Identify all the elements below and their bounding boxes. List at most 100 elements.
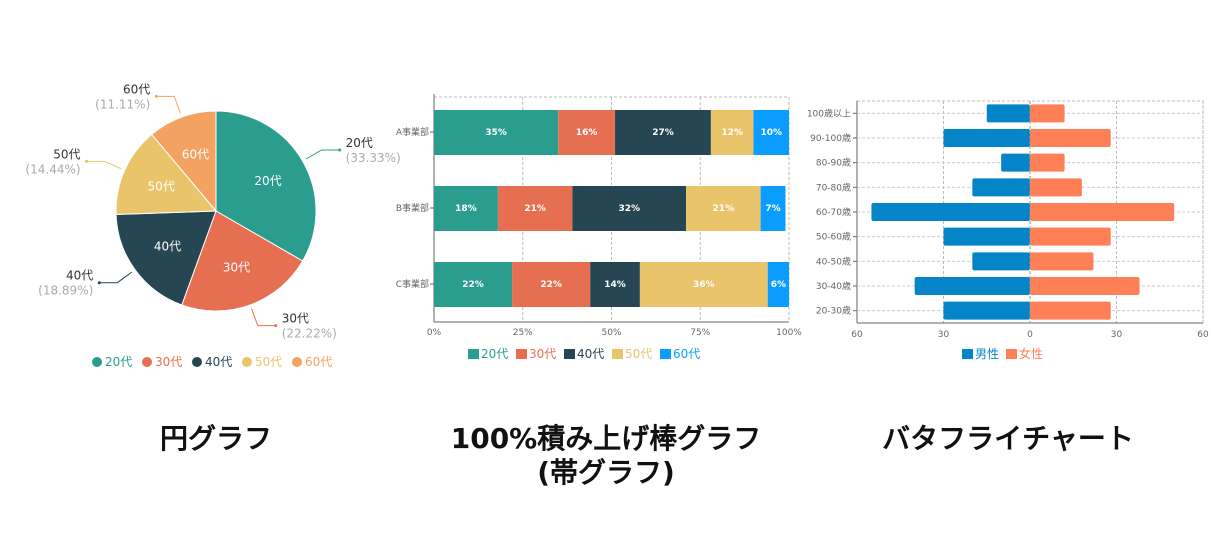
bar-male [943,227,1030,246]
data-label: 12% [721,128,743,138]
bar-segment [434,186,498,231]
outer-percent: (18.89%) [38,284,93,298]
bar-segment [590,262,640,307]
legend-marker [1006,349,1017,359]
y-tick-label: 100歳以上 [807,107,851,119]
bar-segment [434,262,513,307]
leader-line [86,160,122,170]
bar-male [871,203,1030,221]
y-tick-label: 90-100歳 [810,132,851,144]
outer-percent: (22.22%) [282,327,337,341]
legend-label: 30代 [155,355,182,369]
outer-percent: (11.11%) [95,97,150,111]
bar-male [914,277,1030,295]
legend-label: 60代 [673,347,700,361]
data-label: 21% [713,204,735,214]
y-tick-label: 60-70歳 [816,206,851,218]
bar-female [1030,178,1082,197]
legend-label: 30代 [529,347,556,361]
outer-percent: (14.44%) [25,162,80,176]
data-label: 7% [765,204,780,214]
bar-segment [767,262,789,307]
pie-chart: 20代20代(33.33%)30代30代(22.22%)40代40代(18.89… [25,82,400,369]
bar-female [1030,203,1175,221]
x-tick-label: 0 [1027,330,1033,340]
data-label: 32% [618,204,640,214]
leader-dot [274,324,278,328]
legend-marker [516,349,527,359]
legend-label: 60代 [305,355,332,369]
y-tick-label: 70-80歳 [816,181,851,193]
outer-label: 50代 [53,147,80,161]
slice-label: 60代 [182,148,209,162]
bar-female [1030,227,1111,246]
bar-segment [710,110,754,155]
pie-title: 円グラフ [160,422,272,455]
bar-male [1001,153,1030,172]
data-label: 27% [652,128,674,138]
leader-line [251,308,276,327]
bar-female [1030,153,1065,172]
bar-segment [497,186,573,231]
x-tick-label: 30 [938,330,950,340]
butterfly-title: バタフライチャート [882,422,1134,455]
bar-segment [572,186,687,231]
leader-dot [338,148,342,152]
leader-line [156,95,181,114]
bar-female [1030,301,1111,320]
data-label: 35% [485,128,507,138]
data-label: 18% [455,204,477,214]
legend-marker [660,349,671,359]
bar-segment [512,262,591,307]
legend-marker [468,349,479,359]
legend-marker [962,349,973,359]
legend-label: 40代 [205,355,232,369]
legend-marker [292,357,302,367]
x-tick-label: 30 [1111,330,1123,340]
data-label: 14% [604,280,626,290]
leader-dot [154,94,158,98]
bar-male [972,252,1030,271]
y-tick-label: 20-30歳 [816,305,851,317]
data-label: 10% [760,128,782,138]
x-tick-label: 25% [513,328,533,338]
leader-dot [97,281,101,285]
slice-label: 40代 [154,239,181,253]
pie-slice [151,110,217,213]
outer-label: 40代 [66,269,93,283]
x-tick-label: 50% [601,328,621,338]
outer-label: 30代 [282,312,309,326]
x-tick-label: 100% [776,328,802,338]
data-label: 22% [462,280,484,290]
y-tick-label: 80-90歳 [816,157,851,169]
y-tick-label: 30-40歳 [816,280,851,292]
bar-male [943,301,1030,320]
legend-marker [564,349,575,359]
slice-label: 30代 [223,260,250,274]
legend-label: 女性 [1019,346,1043,361]
leader-line [99,271,133,284]
data-label: 16% [576,128,598,138]
outer-label: 20代 [346,136,373,150]
legend-marker [142,357,152,367]
data-label: 21% [524,204,546,214]
data-label: 36% [693,280,715,290]
slice-label: 50代 [148,180,175,194]
x-tick-label: 60 [851,330,863,340]
bar-female [1030,129,1111,147]
outer-label: 60代 [123,82,150,96]
legend-label: 20代 [105,355,132,369]
bar-male [972,178,1030,197]
bar-segment [558,110,616,155]
pie-slice [215,110,317,262]
y-tick-label: B事業部 [396,202,429,214]
pie-slice [115,133,218,215]
leader-dot [85,159,89,163]
legend-label: 40代 [577,347,604,361]
y-tick-label: 50-60歳 [816,231,851,243]
legend-marker [242,357,252,367]
bar-segment [615,110,711,155]
bar-segment [760,186,786,231]
bar-segment [686,186,761,231]
